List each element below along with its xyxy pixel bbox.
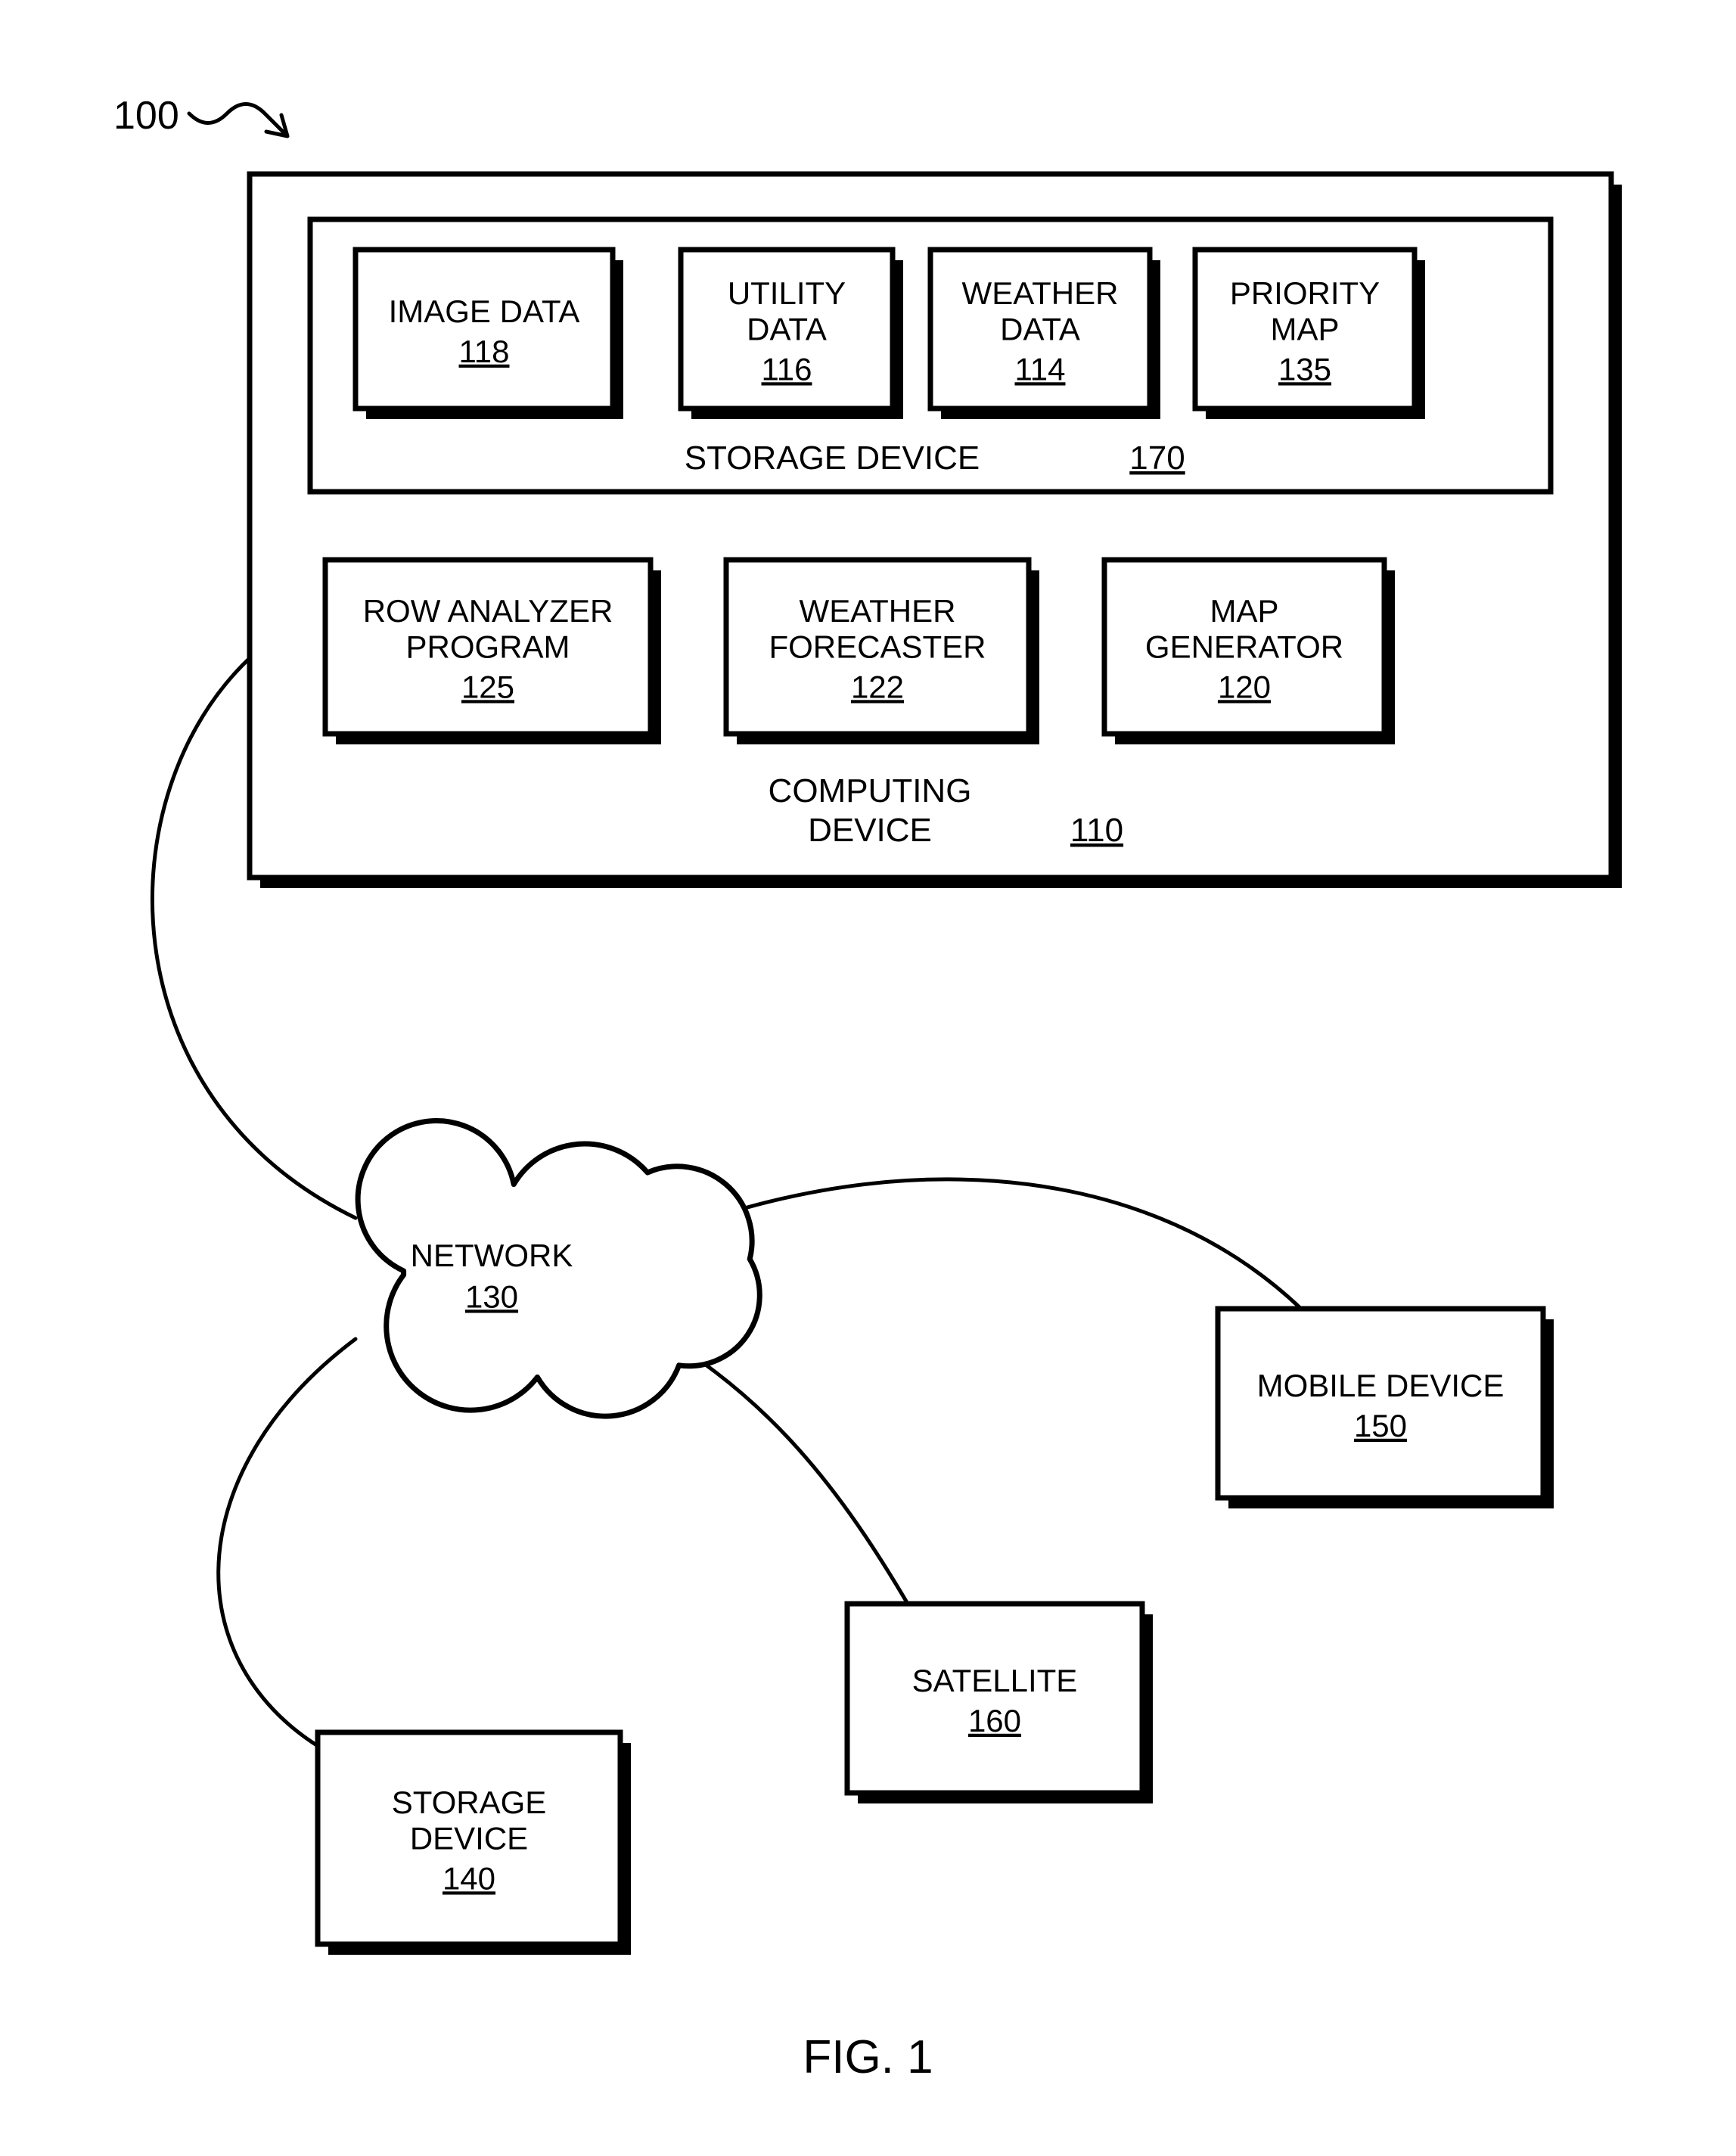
storage_device-label-0: STORAGE xyxy=(392,1785,547,1820)
storage-device-ref: 170 xyxy=(1129,440,1185,477)
storage-item-3-label-0: PRIORITY xyxy=(1230,275,1380,311)
computing-device-label-2: DEVICE xyxy=(808,812,932,849)
network-label: NETWORK xyxy=(411,1238,573,1273)
storage_device-ref: 140 xyxy=(443,1860,495,1896)
storage-device-label: STORAGE DEVICE xyxy=(685,440,980,477)
mobile_device-ref: 150 xyxy=(1354,1408,1407,1443)
storage-item-0-label-0: IMAGE DATA xyxy=(389,294,580,329)
network-ref: 130 xyxy=(465,1278,518,1314)
storage-item-2-ref: 114 xyxy=(1015,351,1066,387)
lead-line-arrow xyxy=(189,104,287,137)
program-0-label-0: ROW ANALYZER xyxy=(363,593,613,629)
connector-3 xyxy=(219,1339,356,1763)
storage-item-3-label-1: MAP xyxy=(1270,311,1339,346)
storage-item-1-label-0: UTILITY xyxy=(728,275,846,311)
program-2-label-1: GENERATOR xyxy=(1145,629,1343,664)
computing-device-ref: 110 xyxy=(1070,812,1123,849)
program-1-label-1: FORECASTER xyxy=(769,629,986,664)
storage-item-2-label-1: DATA xyxy=(1000,311,1080,346)
figure-title: FIG. 1 xyxy=(803,2031,933,2083)
storage-item-0-ref: 118 xyxy=(459,334,510,369)
satellite-label-0: SATELLITE xyxy=(912,1663,1078,1698)
satellite-ref: 160 xyxy=(968,1703,1021,1738)
program-2-ref: 120 xyxy=(1218,669,1271,704)
storage_device-label-1: DEVICE xyxy=(410,1820,528,1856)
program-0-label-1: PROGRAM xyxy=(405,629,570,664)
program-1-ref: 122 xyxy=(851,669,904,704)
storage-item-1-label-1: DATA xyxy=(747,311,827,346)
computing-device-label-1: COMPUTING xyxy=(769,772,972,809)
figure-top-ref: 100 xyxy=(113,94,179,138)
program-1-label-0: WEATHER xyxy=(800,593,956,629)
storage-item-3-ref: 135 xyxy=(1278,351,1331,387)
mobile_device-label-0: MOBILE DEVICE xyxy=(1257,1368,1505,1403)
program-2-label-0: MAP xyxy=(1210,593,1278,629)
storage-item-1-ref: 116 xyxy=(762,351,812,387)
storage-item-2-label-0: WEATHER xyxy=(962,275,1119,311)
program-0-ref: 125 xyxy=(461,669,514,704)
